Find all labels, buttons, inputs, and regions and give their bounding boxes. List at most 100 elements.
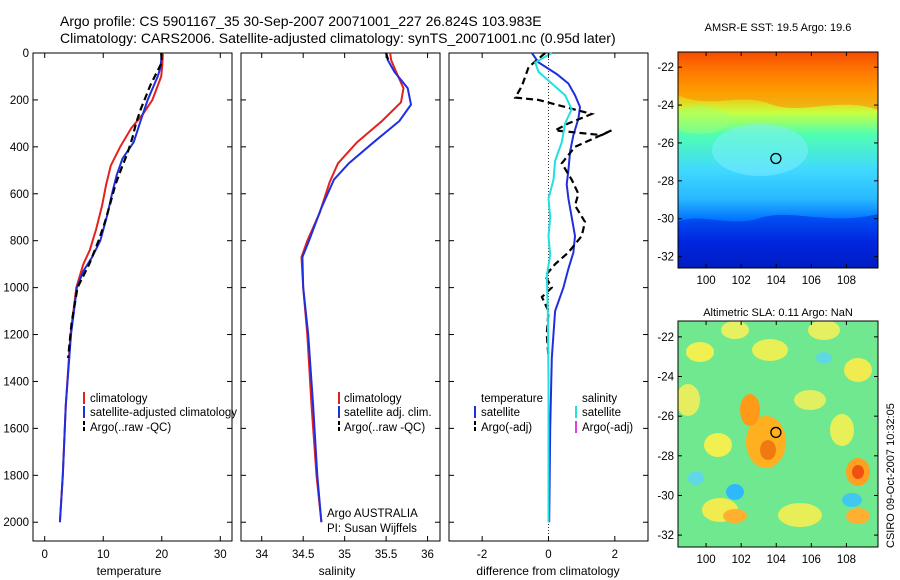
salinity-series-group bbox=[300, 52, 413, 523]
series-line-temperature-satellite bbox=[531, 52, 582, 523]
sla-blob bbox=[778, 503, 822, 527]
sla-blob-warm bbox=[846, 508, 870, 524]
y-tick-label: 200 bbox=[10, 95, 29, 107]
sla-blob bbox=[794, 390, 826, 410]
y-tick-label: 1200 bbox=[3, 330, 29, 342]
y-tick-label: 800 bbox=[10, 236, 29, 248]
map-y-tick-label: -32 bbox=[657, 530, 674, 542]
sla-blob-hot bbox=[740, 394, 760, 426]
argo-location-marker bbox=[770, 426, 782, 439]
map-x-tick-label: 104 bbox=[767, 554, 787, 566]
legend-title-temperature: temperature bbox=[481, 393, 543, 405]
series-line-salinity-satellite bbox=[533, 52, 573, 523]
y-tick-label: 1600 bbox=[3, 423, 29, 435]
x-tick-label: 0 bbox=[42, 549, 48, 561]
temperature-legend: climatology satellite-adjusted climatolo… bbox=[83, 392, 237, 434]
x-tick-label: 20 bbox=[155, 549, 168, 561]
difference-legend: temperature satellite Argo(-adj) salinit… bbox=[474, 393, 633, 434]
csiro-timestamp: CSIRO 09-Oct-2007 10:32:05 bbox=[885, 403, 897, 548]
sla-map-ticks: 100 102 104 106 108 -22 -24 -26 -28 -30 -32 bbox=[657, 321, 878, 566]
y-tick-label: 1800 bbox=[3, 470, 29, 482]
sst-map-title: AMSR-E SST: 19.5 Argo: 19.6 bbox=[705, 22, 852, 34]
x-tick-label: 36 bbox=[421, 549, 434, 561]
x-tick-label: 2 bbox=[612, 549, 618, 561]
x-tick-label: 34 bbox=[255, 549, 268, 561]
sla-blob bbox=[844, 358, 872, 382]
legend-label-satellite-adjusted: satellite-adjusted climatology bbox=[90, 407, 237, 419]
map-y-tick-label: -28 bbox=[657, 176, 674, 188]
legend-label-sal-argo: Argo(-adj) bbox=[582, 422, 633, 434]
temperature-xlabel: temperature bbox=[97, 564, 162, 578]
annotation-argo-australia: Argo AUSTRALIA bbox=[327, 508, 418, 520]
map-x-tick-label: 106 bbox=[802, 275, 821, 287]
legend-label-argo: Argo(..raw -QC) bbox=[344, 422, 425, 434]
map-y-tick-label: -28 bbox=[657, 451, 674, 463]
sla-blob-cool bbox=[726, 484, 744, 500]
map-y-tick-label: -22 bbox=[657, 332, 674, 344]
y-tick-label: 0 bbox=[23, 48, 29, 60]
map-x-tick-label: 108 bbox=[837, 554, 856, 566]
sla-blob-warm bbox=[723, 509, 747, 523]
salinity-axes bbox=[240, 52, 441, 542]
x-tick-label: 0 bbox=[545, 549, 551, 561]
legend-label-sal-satellite: satellite bbox=[582, 407, 621, 419]
map-y-tick-label: -26 bbox=[657, 138, 674, 150]
map-y-tick-label: -24 bbox=[657, 372, 674, 384]
sla-blob bbox=[830, 414, 854, 446]
map-x-tick-label: 102 bbox=[732, 554, 751, 566]
sla-blob-cool bbox=[842, 493, 862, 507]
legend-label-argo: Argo(..raw -QC) bbox=[90, 422, 171, 434]
map-y-tick-label: -32 bbox=[657, 252, 674, 264]
sla-blob-hot bbox=[852, 465, 864, 479]
legend-label-temp-argo: Argo(-adj) bbox=[481, 422, 532, 434]
sla-blob bbox=[808, 321, 840, 340]
temperature-series-group bbox=[58, 52, 164, 523]
annotation-pi-name: PI: Susan Wijffels bbox=[327, 523, 417, 535]
map-y-tick-label: -22 bbox=[657, 62, 674, 74]
map-y-tick-label: -30 bbox=[657, 490, 674, 502]
map-y-tick-label: -24 bbox=[657, 100, 674, 112]
sst-map-frame bbox=[677, 51, 879, 269]
sst-green-patch bbox=[678, 106, 730, 134]
series-line-argo-raw-qc- bbox=[385, 52, 392, 64]
figure-title-line2: Climatology: CARS2006. Satellite-adjuste… bbox=[60, 30, 616, 46]
x-tick-label: 35 bbox=[338, 549, 351, 561]
y-tick-label: 600 bbox=[10, 189, 29, 201]
y-tick-label: 400 bbox=[10, 142, 29, 154]
salinity-legend: climatology satellite adj. clim. Argo(..… bbox=[338, 392, 432, 434]
figure-title-line1: Argo profile: CS 5901167_35 30-Sep-2007 … bbox=[60, 13, 542, 29]
temperature-axes bbox=[32, 52, 233, 542]
sla-blob-hot bbox=[760, 440, 776, 460]
x-tick-label: 35.5 bbox=[375, 549, 397, 561]
sla-blob-cool bbox=[688, 471, 704, 485]
x-tick-label: 30 bbox=[214, 549, 227, 561]
sla-heatmap bbox=[678, 321, 878, 547]
sla-blob bbox=[686, 342, 714, 362]
map-x-tick-label: 108 bbox=[837, 275, 856, 287]
map-y-tick-label: -26 bbox=[657, 411, 674, 423]
map-x-tick-label: 102 bbox=[732, 275, 751, 287]
map-x-tick-label: 106 bbox=[802, 554, 821, 566]
legend-title-salinity: salinity bbox=[582, 393, 617, 405]
sla-map-title: Altimetric SLA: 0.11 Argo: NaN bbox=[703, 307, 853, 319]
legend-label-climatology: climatology bbox=[344, 393, 402, 405]
difference-xlabel: difference from climatology bbox=[476, 564, 619, 578]
map-x-tick-label: 104 bbox=[767, 275, 787, 287]
series-line-climatology bbox=[300, 52, 405, 523]
sla-blob bbox=[752, 339, 788, 361]
x-tick-label: 34.5 bbox=[292, 549, 314, 561]
y-tick-label: 1000 bbox=[3, 283, 29, 295]
argo-location-marker bbox=[770, 152, 782, 165]
legend-label-climatology: climatology bbox=[90, 393, 148, 405]
y-tick-label: 2000 bbox=[3, 517, 29, 529]
sst-cool-band bbox=[678, 214, 878, 268]
legend-label-temp-satellite: satellite bbox=[481, 407, 520, 419]
sla-blob bbox=[704, 433, 732, 457]
sla-blob bbox=[721, 321, 749, 339]
axis-ticks-group: 0 10 20 30020040060080010001200140016001800… bbox=[3, 48, 648, 561]
map-x-tick-label: 100 bbox=[696, 275, 715, 287]
series-line-temperature-argo-adj- bbox=[513, 52, 612, 359]
sst-warm-tongue bbox=[678, 52, 878, 110]
y-tick-label: 1400 bbox=[3, 376, 29, 388]
